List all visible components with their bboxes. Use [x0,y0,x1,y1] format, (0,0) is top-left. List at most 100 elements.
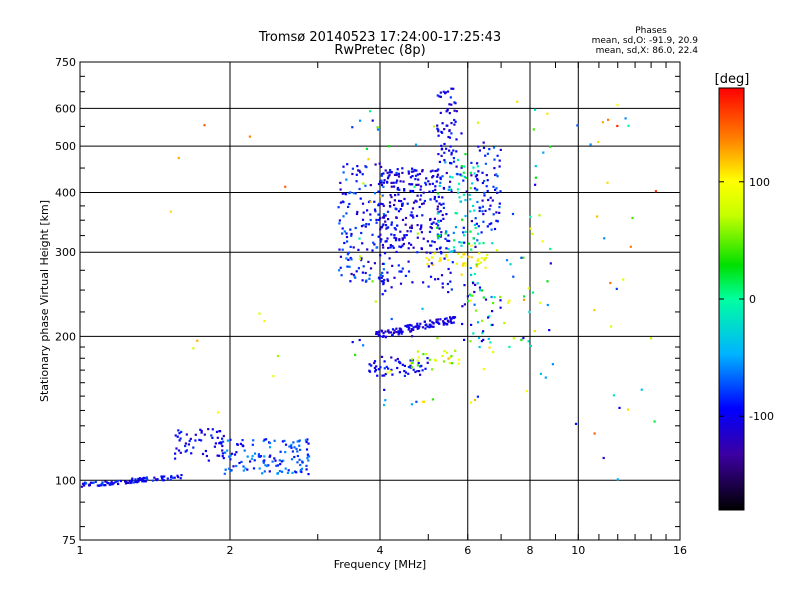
data-point [476,165,479,168]
data-point [346,265,349,268]
data-point [394,228,397,231]
data-point [380,181,383,184]
data-point [91,481,94,484]
colorbar-tick-label: -100 [749,410,774,423]
data-point [380,226,383,229]
data-point [364,184,367,187]
data-point [103,484,106,487]
data-point [386,177,390,180]
data-point [83,484,86,487]
data-point [176,474,179,477]
data-point [216,454,219,457]
data-point [422,400,425,403]
data-point [358,237,361,240]
data-point [424,327,427,330]
data-point [393,227,396,230]
data-point [443,317,447,321]
data-point [382,213,385,216]
x-tick-label: 2 [227,544,234,557]
data-point [345,232,348,235]
data-point [235,464,238,468]
data-point [629,245,632,248]
data-point [355,212,359,216]
data-point [488,208,491,211]
data-point [440,231,443,234]
data-point [116,479,119,483]
data-point [419,194,423,197]
data-point [348,202,351,206]
data-point [441,354,444,358]
data-point [398,245,401,248]
data-point [397,175,401,178]
data-point [408,183,411,186]
data-point [426,357,429,360]
data-point [445,213,448,216]
data-point [382,172,385,175]
data-point [499,299,502,302]
data-point [268,442,272,445]
data-point [373,243,376,246]
data-point [251,443,254,446]
data-point [203,124,206,127]
data-point [81,482,85,485]
data-point [382,268,385,271]
data-point [296,461,299,464]
data-point [411,362,414,365]
data-point [485,185,488,188]
data-point [393,276,396,279]
data-point [269,454,272,457]
data-point [349,228,352,231]
data-point [377,204,380,207]
data-point [520,338,523,341]
data-point [415,400,418,403]
data-point [498,202,501,205]
data-point [469,266,472,270]
data-point [549,262,552,265]
data-point [371,249,374,252]
data-point [276,464,280,467]
data-point [453,109,456,112]
data-point [439,235,442,238]
data-point [397,330,400,334]
data-point [436,208,439,211]
data-point [442,90,445,93]
data-point [589,143,592,146]
data-point [425,353,428,356]
data-point [381,335,384,338]
data-point [485,174,488,177]
data-point [426,361,429,364]
data-point [403,374,406,377]
data-point [534,108,537,111]
data-point [177,449,181,452]
data-point [381,274,384,278]
colorbar-tick-label: 100 [749,176,770,189]
data-point [450,132,453,135]
data-point [476,179,479,182]
data-point [436,192,439,195]
data-point [416,251,419,254]
data-point [416,370,419,373]
data-point [246,455,249,458]
data-point [261,472,264,475]
data-point [420,224,423,227]
data-point [446,239,449,242]
data-point [477,321,480,324]
data-point [421,170,424,173]
data-point [482,368,485,371]
data-point [449,318,452,321]
data-point [355,270,358,273]
data-point [342,215,345,218]
data-point [427,258,431,261]
data-point [307,442,310,445]
data-point [411,214,414,217]
data-point [384,224,388,227]
data-point [473,242,476,245]
data-point [428,326,431,329]
data-point [160,475,163,478]
data-point [373,361,376,365]
data-point [386,279,390,282]
data-point [403,189,406,192]
data-point [431,190,435,193]
data-point [419,228,422,231]
data-point [377,213,380,216]
